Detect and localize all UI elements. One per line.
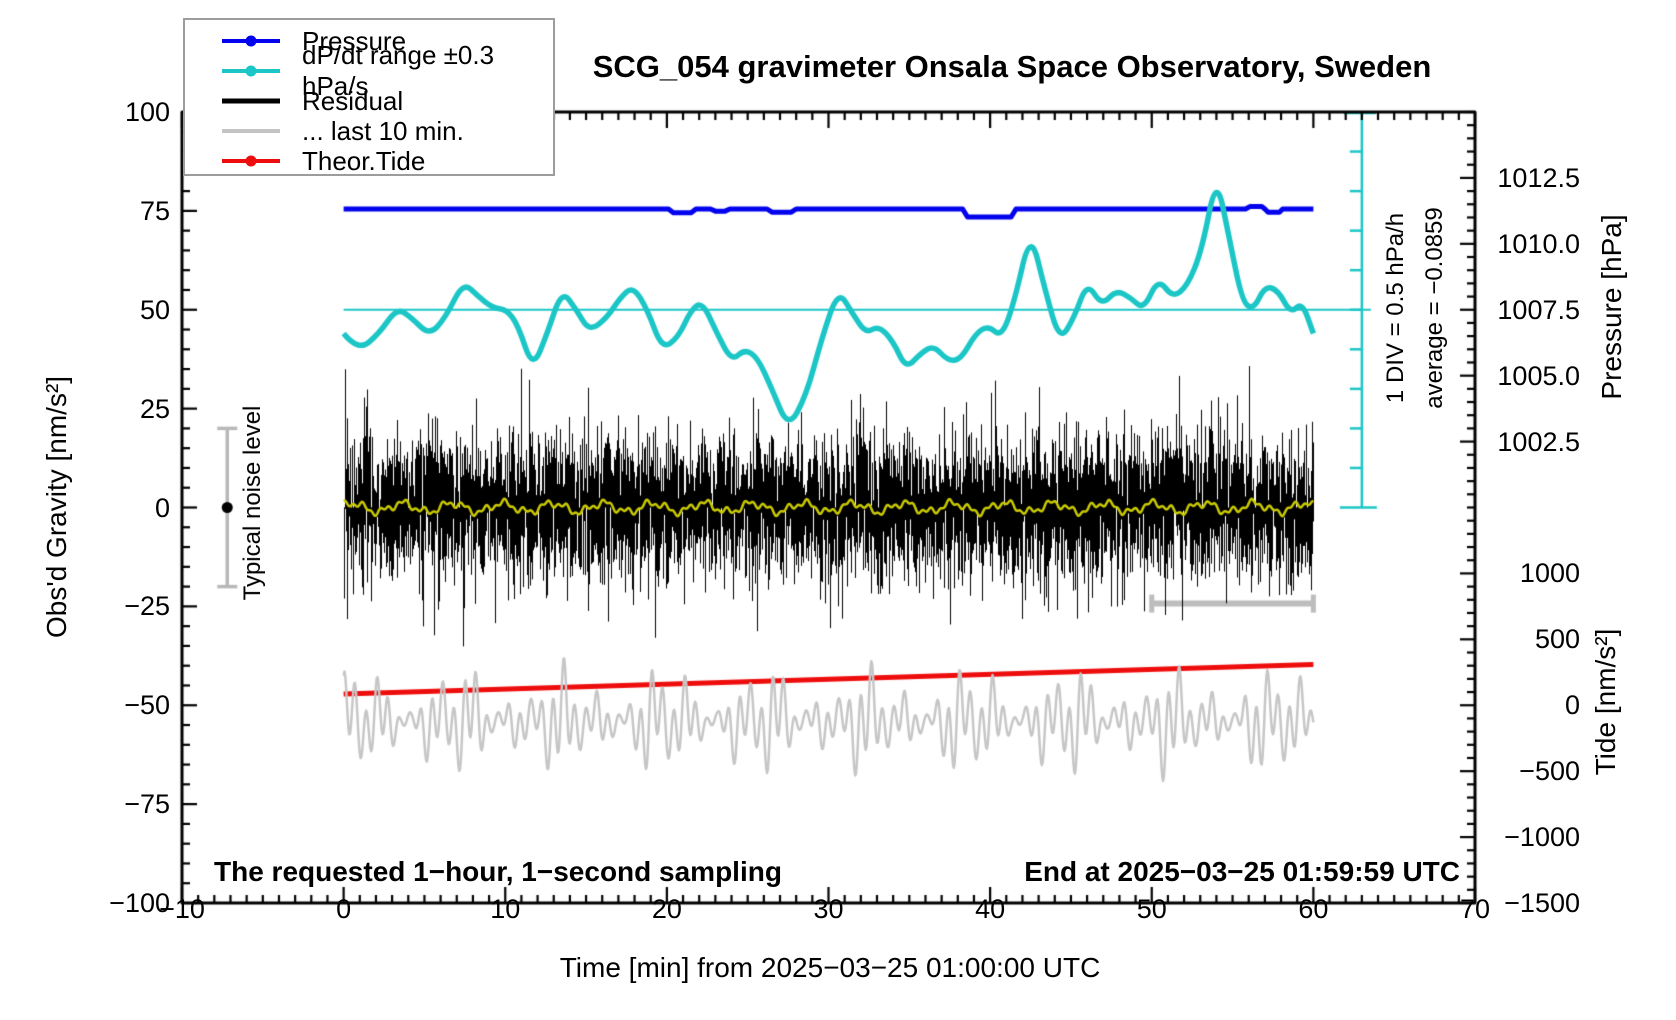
legend-item: Theor.Tide [185, 146, 553, 176]
gravity-tick-label: −25 [124, 591, 170, 622]
gravity-tick-label: 50 [139, 294, 170, 325]
chart-title: SCG_054 gravimeter Onsala Space Observat… [592, 49, 1432, 84]
legend-swatch-icon [222, 155, 280, 167]
y-axis-label-tide: Tide [nm/s²] [1590, 628, 1621, 776]
legend-swatch-icon [222, 65, 280, 77]
gravity-tick-label: −100 [109, 888, 170, 918]
legend-swatch-icon [222, 125, 280, 137]
tide-tick-label: −500 [1519, 756, 1580, 787]
legend-label: Pressure [302, 25, 407, 56]
time-tick-label: 40 [975, 894, 1006, 924]
gravity-tick-label: 100 [124, 97, 170, 127]
pressure-tick-label: 1007.5 [1497, 294, 1580, 325]
gravity-tick-label: 0 [154, 492, 170, 523]
time-tick-label: 70 [1459, 894, 1491, 924]
average-note: average = −0.0859 [1421, 207, 1448, 409]
div-scale-note: 1 DIV = 0.5 hPa/h [1382, 212, 1409, 404]
gravity-tick-label: 75 [139, 195, 170, 226]
x-axis-label: Time [min] from 2025−03−25 01:00:00 UTC [559, 952, 1101, 983]
legend-label: Theor.Tide [302, 145, 426, 176]
gravity-tick-label: 25 [139, 393, 170, 424]
end-time-note: End at 2025−03−25 01:59:59 UTC [1024, 856, 1460, 887]
time-tick-label: −10 [159, 894, 205, 924]
time-tick-label: 0 [336, 894, 352, 924]
tide-tick-label: 500 [1534, 624, 1580, 655]
legend-swatch-icon [222, 35, 280, 47]
gravity-tick-label: −50 [124, 690, 170, 721]
time-tick-label: 20 [651, 894, 682, 924]
time-tick-label: 30 [813, 894, 844, 924]
sampling-note: The requested 1−hour, 1−second sampling [214, 856, 782, 887]
legend-label: ... last 10 min. [302, 115, 464, 146]
tide-tick-label: −1000 [1504, 822, 1580, 853]
legend-item: Residual [185, 86, 553, 116]
time-tick-label: 10 [490, 894, 521, 924]
y-axis-label-pressure: Pressure [hPa] [1596, 214, 1627, 400]
pressure-tick-label: 1005.0 [1497, 360, 1580, 391]
time-tick-label: 50 [1136, 894, 1167, 924]
legend-item: Pressure [185, 26, 553, 56]
gravity-tick-label: −75 [124, 789, 170, 820]
legend-label: dP/dt range ±0.3 hPa/s [302, 40, 495, 101]
pressure-tick-label: 1002.5 [1497, 426, 1580, 457]
legend-item: dP/dt range ±0.3 hPa/s [185, 40, 553, 101]
noise-level-label: Typical noise level [239, 405, 266, 601]
pressure-tick-label: 1010.0 [1497, 228, 1580, 259]
legend-label: Residual [302, 85, 404, 116]
legend-item: ... last 10 min. [185, 116, 553, 146]
tide-tick-label: 0 [1564, 690, 1580, 721]
pressure-tick-label: 1012.5 [1497, 162, 1580, 193]
tide-tick-label: −1500 [1504, 888, 1580, 918]
time-tick-label: 60 [1298, 894, 1329, 924]
legend: Pressure dP/dt range ±0.3 hPa/s Residual..… [183, 18, 555, 176]
legend-swatch-icon [222, 95, 280, 107]
tide-tick-label: 1000 [1519, 558, 1580, 589]
